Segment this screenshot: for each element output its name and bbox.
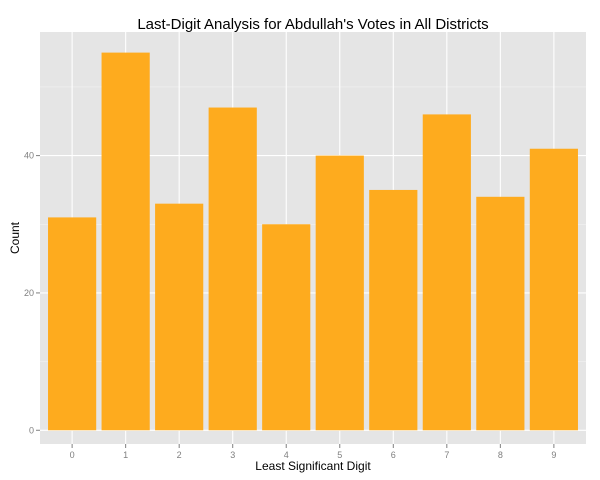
bar-digit-8 bbox=[476, 196, 525, 431]
chart-title: Last-Digit Analysis for Abdullah's Votes… bbox=[137, 16, 488, 33]
y-tick-label: 40 bbox=[24, 151, 34, 161]
x-tick-label: 1 bbox=[123, 450, 128, 460]
bar-digit-9 bbox=[529, 148, 578, 431]
bar-digit-7 bbox=[422, 114, 471, 431]
bar-digit-5 bbox=[315, 155, 364, 431]
x-axis: 0 1 2 3 4 5 6 7 8 9 bbox=[70, 444, 556, 460]
x-tick-label: 5 bbox=[337, 450, 342, 460]
x-tick-label: 0 bbox=[70, 450, 75, 460]
bar-digit-3 bbox=[208, 107, 257, 431]
bar-digit-1 bbox=[101, 52, 150, 431]
x-tick-label: 2 bbox=[177, 450, 182, 460]
x-tick-label: 8 bbox=[498, 450, 503, 460]
x-tick-label: 9 bbox=[551, 450, 556, 460]
y-tick-label: 20 bbox=[24, 288, 34, 298]
bar-digit-4 bbox=[262, 224, 311, 431]
x-tick-label: 7 bbox=[444, 450, 449, 460]
y-axis-title: Count bbox=[8, 221, 22, 254]
y-axis: 0 20 40 bbox=[24, 151, 40, 435]
bar-digit-6 bbox=[369, 189, 418, 431]
bars bbox=[48, 52, 578, 431]
y-tick-label: 0 bbox=[29, 425, 34, 435]
x-tick-label: 4 bbox=[284, 450, 289, 460]
x-tick-label: 3 bbox=[230, 450, 235, 460]
x-tick-label: 6 bbox=[391, 450, 396, 460]
x-axis-title: Least Significant Digit bbox=[255, 459, 371, 473]
bar-digit-2 bbox=[155, 203, 204, 431]
bar-digit-0 bbox=[48, 217, 97, 431]
